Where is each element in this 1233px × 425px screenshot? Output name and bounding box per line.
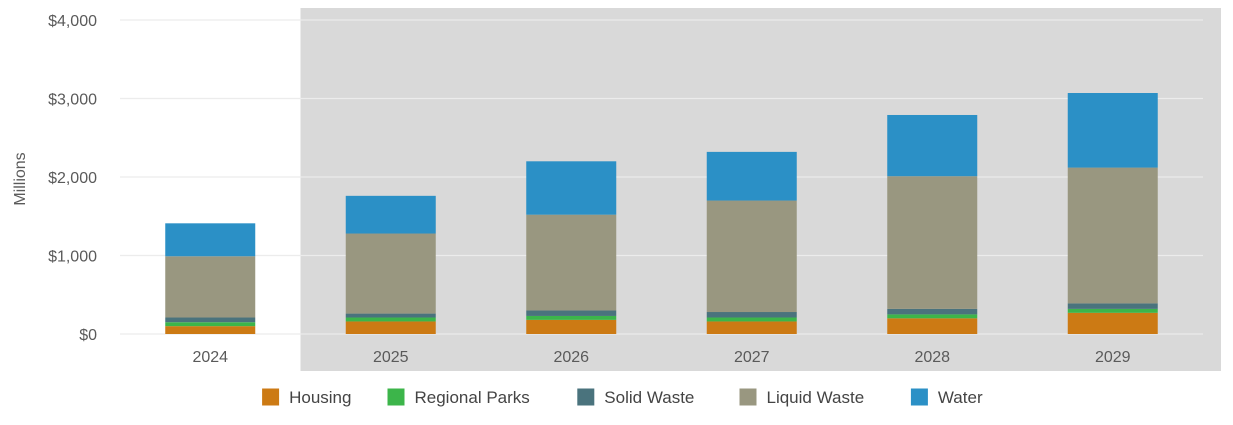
bar-segment (887, 314, 978, 319)
legend-swatch (577, 388, 595, 406)
bar-segment (887, 176, 978, 309)
y-tick-label: $3,000 (48, 92, 97, 109)
bar-segment (345, 233, 436, 314)
bar-segment (706, 151, 797, 201)
y-axis-title: Millions (12, 152, 29, 205)
bar-segment (526, 161, 617, 215)
bar-segment (526, 319, 617, 334)
bar-segment (165, 223, 256, 257)
bar-segment (345, 317, 436, 322)
bar-segment (706, 312, 797, 318)
legend-label: Regional Parks (415, 388, 530, 407)
x-tick-label: 2025 (373, 349, 409, 366)
y-tick-label: $1,000 (48, 249, 97, 266)
bar-segment (706, 317, 797, 322)
bar-segment (706, 321, 797, 334)
bar-segment (706, 200, 797, 313)
bar-segment (887, 318, 978, 334)
legend-swatch (387, 388, 405, 406)
bar-segment (1067, 93, 1158, 168)
y-tick-label: $4,000 (48, 13, 97, 30)
x-tick-label: 2026 (553, 349, 589, 366)
legend-swatch (739, 388, 757, 406)
bar-segment (1067, 312, 1158, 334)
bar-segment (1067, 303, 1158, 309)
bar-segment (165, 322, 256, 327)
x-tick-label: 2027 (734, 349, 770, 366)
bar-segment (165, 326, 256, 334)
bar-segment (345, 321, 436, 334)
bar-segment (526, 310, 617, 316)
x-tick-label: 2029 (1095, 349, 1131, 366)
legend-swatch (910, 388, 928, 406)
bar-segment (345, 195, 436, 234)
y-tick-label: $0 (79, 327, 97, 344)
legend-label: Liquid Waste (767, 388, 865, 407)
bar-segment (526, 214, 617, 311)
legend-label: Water (938, 388, 983, 407)
legend-label: Housing (289, 388, 351, 407)
bar-segment (887, 308, 978, 315)
bar-segment (1067, 167, 1158, 304)
bar-segment (1067, 308, 1158, 313)
x-tick-label: 2028 (914, 349, 950, 366)
legend-label: Solid Waste (604, 388, 694, 407)
bar-segment (165, 317, 256, 323)
bar-segment (345, 313, 436, 318)
bar-segment (526, 315, 617, 320)
bar-segment (165, 256, 256, 318)
y-tick-label: $2,000 (48, 170, 97, 187)
legend-swatch (262, 388, 280, 406)
x-tick-label: 2024 (192, 349, 228, 366)
bar-segment (887, 114, 978, 177)
